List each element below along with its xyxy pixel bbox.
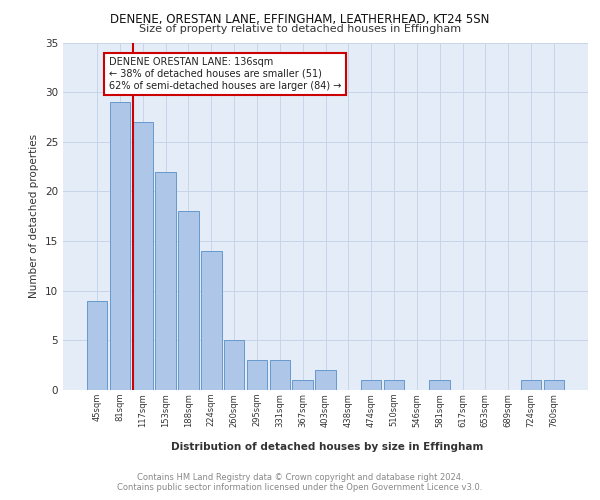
Bar [361,380,382,390]
Text: DENENE ORESTAN LANE: 136sqm
← 38% of detached houses are smaller (51)
62% of sem: DENENE ORESTAN LANE: 136sqm ← 38% of det… [109,58,341,90]
Text: Contains HM Land Registry data © Crown copyright and database right 2024.
Contai: Contains HM Land Registry data © Crown c… [118,473,482,492]
Bar [521,380,541,390]
Bar [178,212,199,390]
Bar [269,360,290,390]
Bar [315,370,336,390]
Bar [544,380,564,390]
Y-axis label: Number of detached properties: Number of detached properties [29,134,40,298]
Bar [292,380,313,390]
Bar [133,122,153,390]
Bar [155,172,176,390]
Bar [247,360,267,390]
Bar [110,102,130,390]
Text: DENENE, ORESTAN LANE, EFFINGHAM, LEATHERHEAD, KT24 5SN: DENENE, ORESTAN LANE, EFFINGHAM, LEATHER… [110,12,490,26]
Bar [430,380,450,390]
Text: Size of property relative to detached houses in Effingham: Size of property relative to detached ho… [139,24,461,34]
Bar [384,380,404,390]
Text: Distribution of detached houses by size in Effingham: Distribution of detached houses by size … [171,442,483,452]
Bar [224,340,244,390]
Bar [201,251,221,390]
Bar [87,300,107,390]
